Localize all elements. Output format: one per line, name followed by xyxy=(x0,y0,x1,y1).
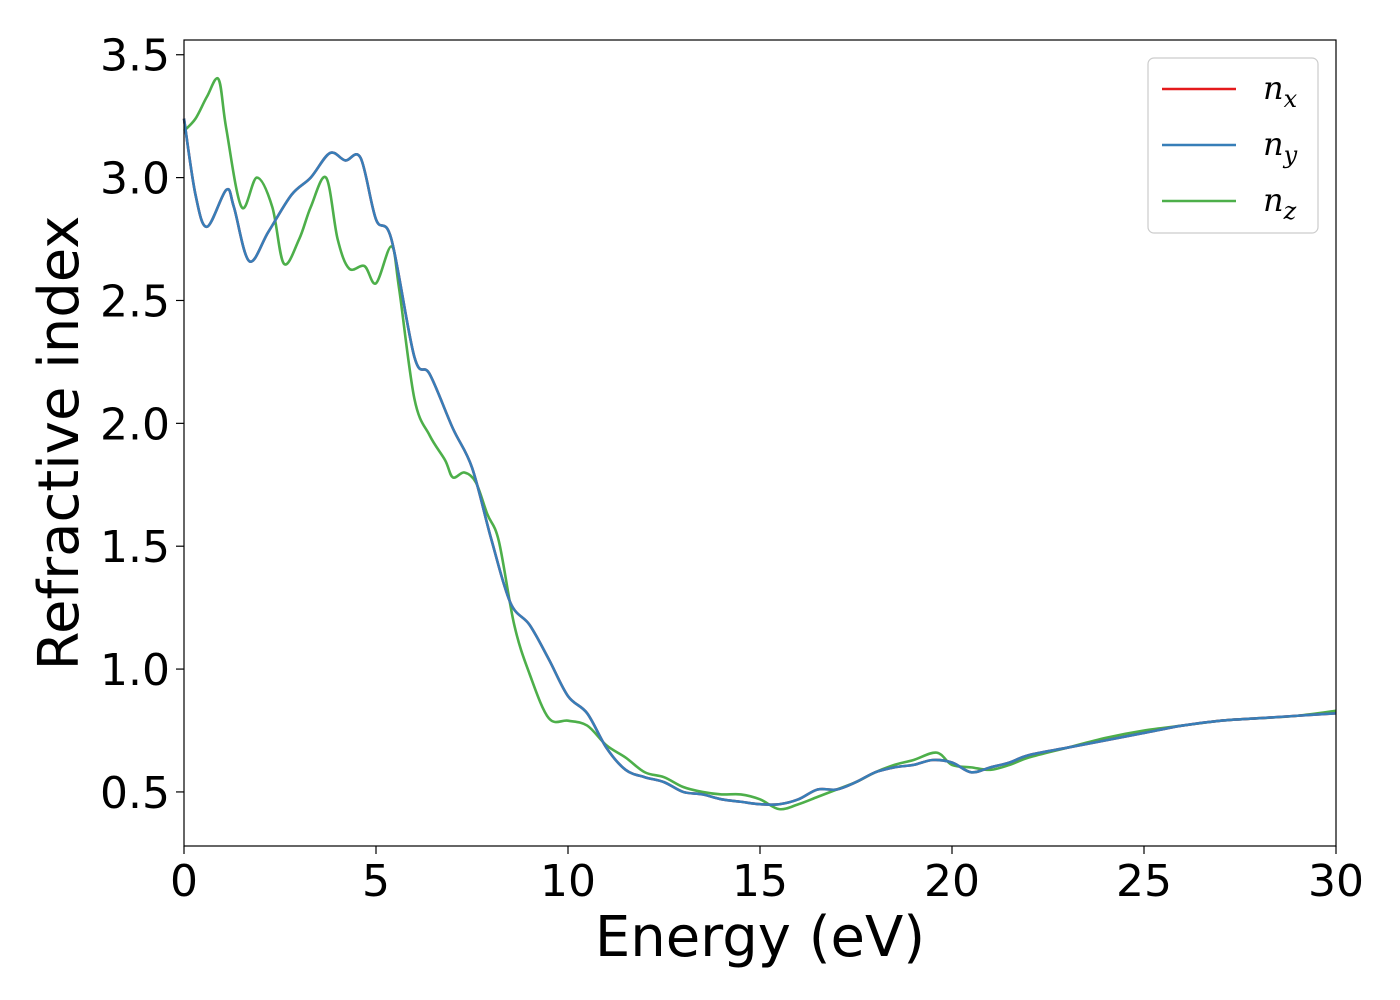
y-tick-label: 2.0 xyxy=(100,399,170,450)
legend: nx ny nz xyxy=(1147,57,1319,234)
x-tick-label: 20 xyxy=(924,856,980,907)
x-tick-label: 25 xyxy=(1116,856,1172,907)
x-tick-label: 5 xyxy=(362,856,390,907)
legend-label-nx: nx xyxy=(1263,69,1298,113)
x-tick-label: 0 xyxy=(170,856,198,907)
y-tick-label: 1.5 xyxy=(100,522,170,573)
x-tick-label: 30 xyxy=(1308,856,1364,907)
x-tick-label: 15 xyxy=(732,856,788,907)
x-axis: 0 5 10 15 20 25 30 xyxy=(170,846,1364,907)
x-axis-label: Energy (eV) xyxy=(595,905,925,970)
y-tick-label: 3.5 xyxy=(100,31,170,82)
y-axis-label: Refractive index xyxy=(27,216,92,671)
y-axis: 0.5 1.0 1.5 2.0 2.5 3.0 3.5 xyxy=(100,31,184,819)
legend-label-nz: nz xyxy=(1263,181,1297,225)
legend-label-ny: ny xyxy=(1263,125,1298,169)
series-line-ny xyxy=(182,118,1337,806)
y-tick-label: 3.0 xyxy=(100,154,170,205)
x-tick-label: 10 xyxy=(540,856,596,907)
y-tick-label: 2.5 xyxy=(100,276,170,327)
plot-lines xyxy=(182,76,1337,811)
y-tick-label: 0.5 xyxy=(100,768,170,819)
y-tick-label: 1.0 xyxy=(100,645,170,696)
